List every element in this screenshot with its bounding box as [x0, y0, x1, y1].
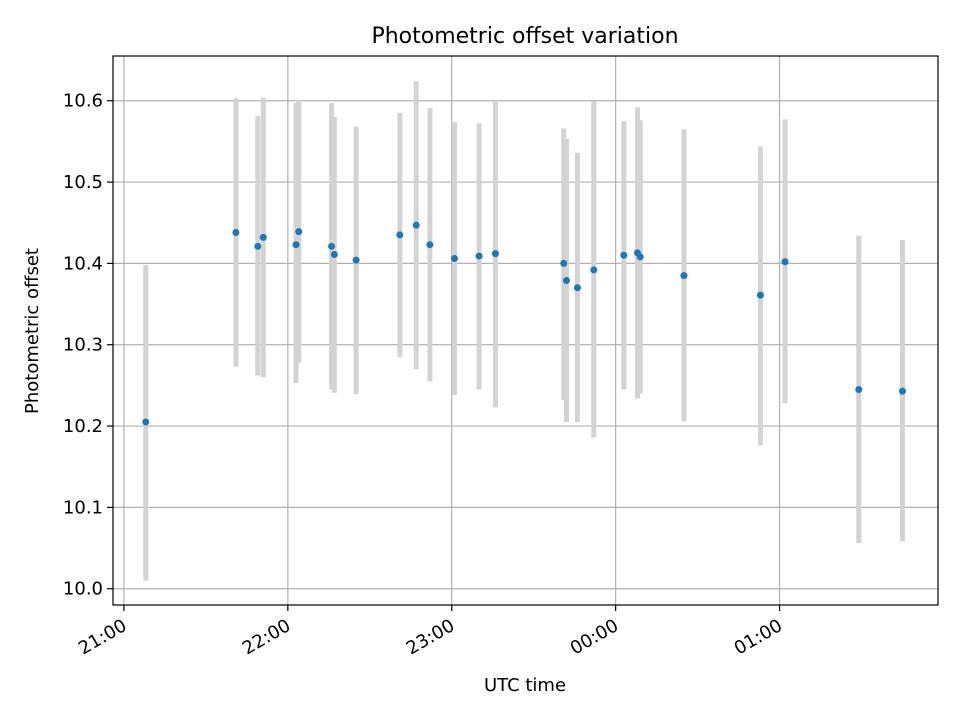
data-point — [396, 231, 404, 239]
data-point — [475, 252, 483, 260]
data-point — [232, 228, 240, 236]
chart-title: Photometric offset variation — [371, 24, 678, 49]
grid — [113, 56, 938, 605]
plot-frame — [112, 55, 939, 606]
data-point — [898, 387, 906, 395]
data-points — [142, 221, 906, 426]
data-point — [781, 258, 789, 266]
data-point — [573, 284, 581, 292]
y-tick-label: 10.4 — [63, 253, 103, 274]
data-point — [352, 256, 360, 264]
data-point — [562, 276, 570, 284]
y-tick-label: 10.2 — [63, 416, 103, 437]
data-point — [328, 242, 336, 250]
y-tick-label: 10.0 — [63, 579, 103, 600]
data-point — [330, 250, 338, 258]
data-point — [412, 221, 420, 229]
y-tick-label: 10.6 — [63, 91, 103, 112]
data-point — [855, 385, 863, 393]
y-tick-label: 10.1 — [63, 497, 103, 518]
y-tick-label: 10.5 — [63, 172, 103, 193]
data-point — [142, 418, 150, 426]
y-tick-label: 10.3 — [63, 335, 103, 356]
data-point — [295, 228, 303, 236]
data-point — [756, 291, 764, 299]
data-point — [560, 259, 568, 267]
data-point — [259, 233, 267, 241]
data-point — [590, 266, 598, 274]
data-point — [254, 242, 262, 250]
data-point — [292, 241, 300, 249]
data-point — [620, 251, 628, 259]
data-point — [491, 250, 499, 258]
data-point — [450, 255, 458, 263]
data-point — [680, 272, 688, 280]
data-point — [426, 241, 434, 249]
y-axis-label: Photometric offset — [22, 248, 43, 414]
x-axis-label: UTC time — [484, 675, 566, 696]
y-axis-ticks: 10.0 10.1 10.2 10.3 10.4 10.5 10.6 — [63, 91, 113, 600]
data-point — [636, 253, 644, 261]
